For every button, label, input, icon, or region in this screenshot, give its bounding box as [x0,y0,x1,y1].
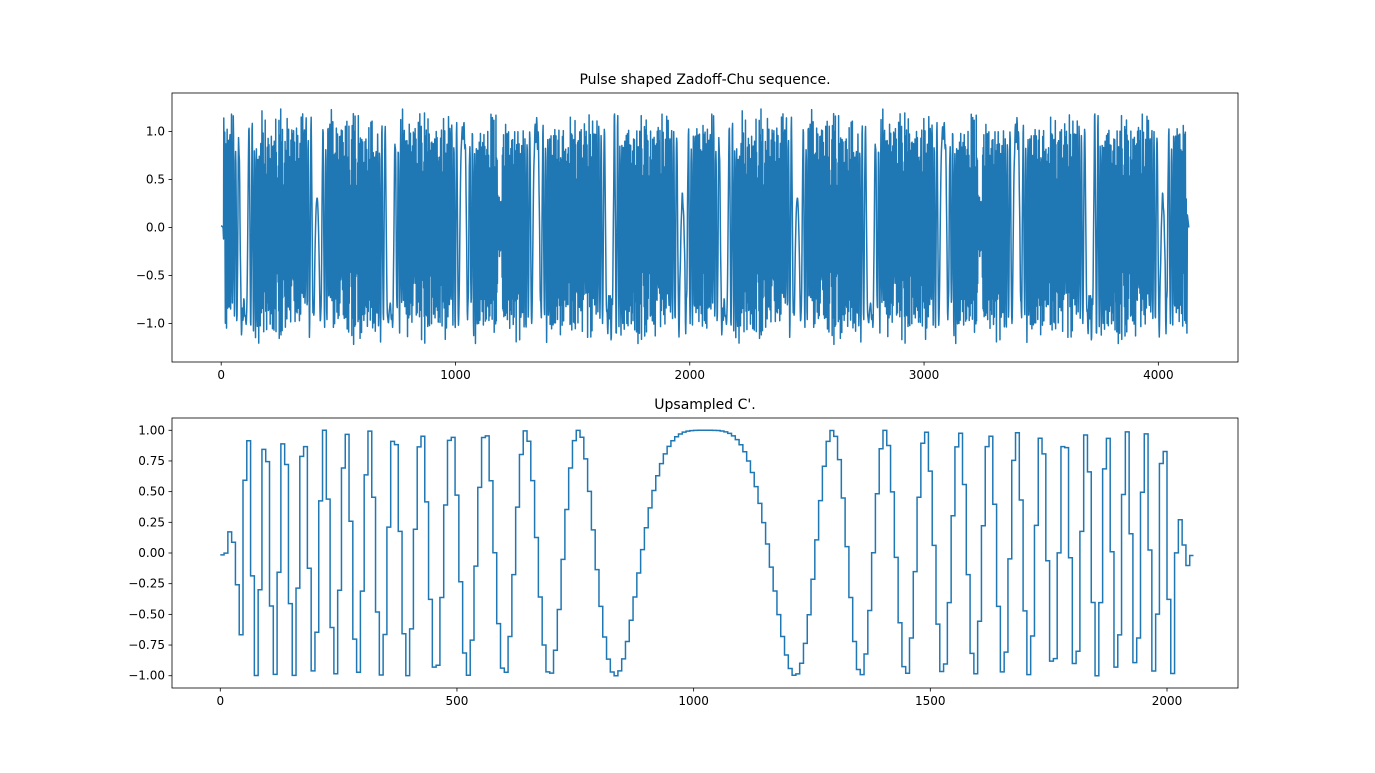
subplot-pulse-shaped: Pulse shaped Zadoff-Chu sequence. 0 1000 2… [136,72,1239,382]
y-axis: −1.00 −0.75 −0.50 −0.25 0.00 0.25 0.50 0.75 1.00 [128,423,172,683]
y-tick-label: −1.0 [136,317,165,331]
x-tick-label: 0 [216,694,224,708]
x-tick-label: 4000 [1143,368,1174,382]
y-tick-label: −0.25 [128,577,165,591]
y-tick-label: 0.25 [138,515,165,529]
x-tick-label: 3000 [909,368,940,382]
y-axis: −1.0 −0.5 0.0 0.5 1.0 [136,124,172,331]
x-tick-label: 1500 [915,694,946,708]
y-tick-label: 1.00 [138,423,165,437]
plot-frame [171,417,1239,689]
x-axis: 0 500 1000 1500 2000 [216,688,1182,708]
chart-title: Upsampled C'. [654,397,755,413]
y-tick-label: 0.00 [138,546,165,560]
plot-frame [171,92,1239,363]
x-axis: 0 1000 2000 3000 4000 [217,362,1174,382]
x-tick-label: 1000 [678,694,709,708]
y-tick-label: 1.0 [146,124,165,138]
chart-title: Pulse shaped Zadoff-Chu sequence. [579,72,830,88]
x-tick-label: 1000 [440,368,471,382]
y-tick-label: 0.50 [138,485,165,499]
x-tick-label: 0 [217,368,225,382]
x-tick-label: 500 [446,694,469,708]
y-tick-label: 0.5 [146,172,165,186]
subplot-upsampled: Upsampled C'. 0 500 1000 1500 2000 −1.00 −0.7… [128,397,1239,708]
series-line [220,429,1194,677]
y-tick-label: −0.5 [136,269,165,283]
y-tick-label: 0.0 [146,221,165,235]
series-line [220,108,1190,346]
y-tick-label: 0.75 [138,454,165,468]
y-tick-label: −1.00 [128,669,165,683]
y-tick-label: −0.50 [128,607,165,621]
y-tick-label: −0.75 [128,638,165,652]
x-tick-label: 2000 [674,368,705,382]
x-tick-label: 2000 [1152,694,1183,708]
